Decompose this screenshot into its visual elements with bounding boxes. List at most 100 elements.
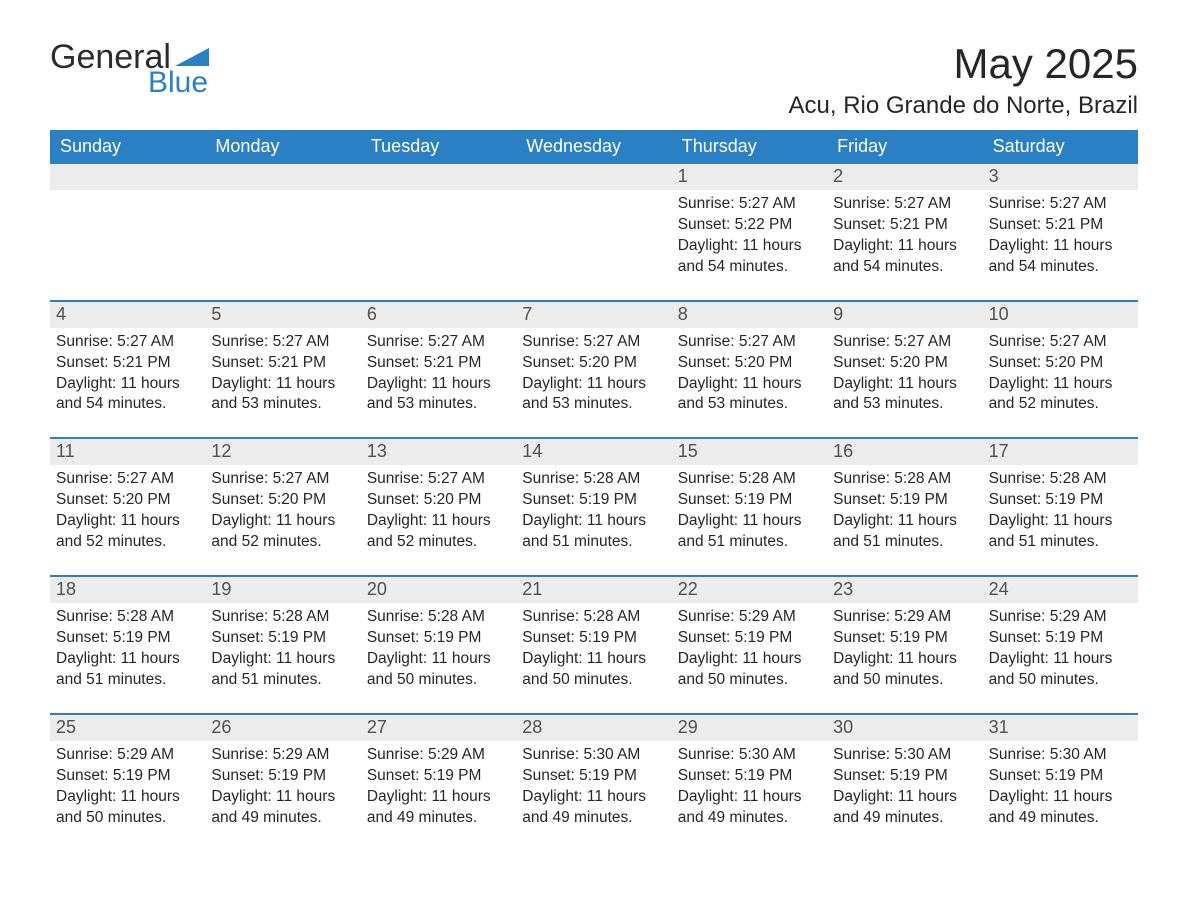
day-number: 12	[205, 439, 360, 465]
day-details: Sunrise: 5:29 AMSunset: 5:19 PMDaylight:…	[211, 745, 354, 829]
day-details: Sunrise: 5:29 AMSunset: 5:19 PMDaylight:…	[56, 745, 199, 829]
sunset-line: Sunset: 5:19 PM	[678, 628, 821, 649]
day-number	[205, 164, 360, 190]
week-row: 18Sunrise: 5:28 AMSunset: 5:19 PMDayligh…	[50, 575, 1138, 701]
day-of-week-header: Wednesday	[516, 130, 671, 164]
sunrise-line: Sunrise: 5:30 AM	[989, 745, 1132, 766]
daylight-line: Daylight: 11 hours and 49 minutes.	[522, 787, 665, 829]
sunrise-line: Sunrise: 5:28 AM	[522, 469, 665, 490]
sunrise-line: Sunrise: 5:27 AM	[367, 332, 510, 353]
daylight-line: Daylight: 11 hours and 49 minutes.	[211, 787, 354, 829]
day-details: Sunrise: 5:29 AMSunset: 5:19 PMDaylight:…	[833, 607, 976, 691]
daylight-line: Daylight: 11 hours and 52 minutes.	[367, 511, 510, 553]
day-number: 4	[50, 302, 205, 328]
sunrise-line: Sunrise: 5:29 AM	[833, 607, 976, 628]
day-number: 1	[672, 164, 827, 190]
day-cell: 22Sunrise: 5:29 AMSunset: 5:19 PMDayligh…	[672, 577, 827, 701]
day-cell: 24Sunrise: 5:29 AMSunset: 5:19 PMDayligh…	[983, 577, 1138, 701]
day-of-week-header: Saturday	[983, 130, 1138, 164]
daylight-line: Daylight: 11 hours and 51 minutes.	[833, 511, 976, 553]
day-cell	[516, 164, 671, 288]
week-row: 1 Sunrise: 5:27 AMSunset: 5:22 PMDaylight…	[50, 164, 1138, 288]
day-cell: 21Sunrise: 5:28 AMSunset: 5:19 PMDayligh…	[516, 577, 671, 701]
daylight-line: Daylight: 11 hours and 52 minutes.	[211, 511, 354, 553]
sunrise-line: Sunrise: 5:27 AM	[989, 332, 1132, 353]
day-details: Sunrise: 5:27 AMSunset: 5:21 PMDaylight:…	[367, 332, 510, 416]
day-number: 14	[516, 439, 671, 465]
day-details: Sunrise: 5:27 AMSunset: 5:22 PMDaylight:…	[678, 194, 821, 278]
day-details: Sunrise: 5:28 AMSunset: 5:19 PMDaylight:…	[833, 469, 976, 553]
day-number: 20	[361, 577, 516, 603]
day-cell: 6Sunrise: 5:27 AMSunset: 5:21 PMDaylight…	[361, 302, 516, 426]
daylight-line: Daylight: 11 hours and 49 minutes.	[678, 787, 821, 829]
sunset-line: Sunset: 5:19 PM	[522, 628, 665, 649]
sunset-line: Sunset: 5:20 PM	[678, 353, 821, 374]
day-number: 29	[672, 715, 827, 741]
title-block: May 2025 Acu, Rio Grande do Norte, Brazi…	[789, 40, 1139, 120]
day-details: Sunrise: 5:30 AMSunset: 5:19 PMDaylight:…	[522, 745, 665, 829]
day-number: 8	[672, 302, 827, 328]
day-cell: 5Sunrise: 5:27 AMSunset: 5:21 PMDaylight…	[205, 302, 360, 426]
week-row: 11Sunrise: 5:27 AMSunset: 5:20 PMDayligh…	[50, 437, 1138, 563]
daylight-line: Daylight: 11 hours and 54 minutes.	[56, 374, 199, 416]
daylight-line: Daylight: 11 hours and 50 minutes.	[989, 649, 1132, 691]
day-number	[361, 164, 516, 190]
day-details: Sunrise: 5:28 AMSunset: 5:19 PMDaylight:…	[367, 607, 510, 691]
day-number: 9	[827, 302, 982, 328]
sunset-line: Sunset: 5:21 PM	[211, 353, 354, 374]
daylight-line: Daylight: 11 hours and 54 minutes.	[833, 236, 976, 278]
daylight-line: Daylight: 11 hours and 50 minutes.	[522, 649, 665, 691]
day-details: Sunrise: 5:27 AMSunset: 5:20 PMDaylight:…	[522, 332, 665, 416]
daylight-line: Daylight: 11 hours and 53 minutes.	[367, 374, 510, 416]
day-details: Sunrise: 5:27 AMSunset: 5:20 PMDaylight:…	[211, 469, 354, 553]
sunrise-line: Sunrise: 5:28 AM	[678, 469, 821, 490]
sunset-line: Sunset: 5:19 PM	[56, 628, 199, 649]
daylight-line: Daylight: 11 hours and 53 minutes.	[678, 374, 821, 416]
day-cell: 30Sunrise: 5:30 AMSunset: 5:19 PMDayligh…	[827, 715, 982, 839]
day-number: 10	[983, 302, 1138, 328]
weeks-container: 1 Sunrise: 5:27 AMSunset: 5:22 PMDaylight…	[50, 164, 1138, 838]
sunrise-line: Sunrise: 5:29 AM	[678, 607, 821, 628]
day-details: Sunrise: 5:30 AMSunset: 5:19 PMDaylight:…	[678, 745, 821, 829]
sunset-line: Sunset: 5:20 PM	[56, 490, 199, 511]
sunrise-line: Sunrise: 5:27 AM	[56, 332, 199, 353]
day-of-week-header: Friday	[827, 130, 982, 164]
sunrise-line: Sunrise: 5:29 AM	[56, 745, 199, 766]
day-cell: 8 Sunrise: 5:27 AMSunset: 5:20 PMDaylight…	[672, 302, 827, 426]
day-details: Sunrise: 5:27 AMSunset: 5:20 PMDaylight:…	[678, 332, 821, 416]
day-cell: 27Sunrise: 5:29 AMSunset: 5:19 PMDayligh…	[361, 715, 516, 839]
day-cell: 2Sunrise: 5:27 AMSunset: 5:21 PMDaylight…	[827, 164, 982, 288]
day-details: Sunrise: 5:28 AMSunset: 5:19 PMDaylight:…	[522, 607, 665, 691]
day-number: 3	[983, 164, 1138, 190]
sunset-line: Sunset: 5:19 PM	[833, 628, 976, 649]
day-details: Sunrise: 5:28 AMSunset: 5:19 PMDaylight:…	[989, 469, 1132, 553]
day-cell: 23Sunrise: 5:29 AMSunset: 5:19 PMDayligh…	[827, 577, 982, 701]
sunrise-line: Sunrise: 5:27 AM	[56, 469, 199, 490]
day-cell: 13Sunrise: 5:27 AMSunset: 5:20 PMDayligh…	[361, 439, 516, 563]
page-header: General Blue May 2025 Acu, Rio Grande do…	[50, 40, 1138, 120]
day-details: Sunrise: 5:28 AMSunset: 5:19 PMDaylight:…	[522, 469, 665, 553]
sunset-line: Sunset: 5:20 PM	[211, 490, 354, 511]
daylight-line: Daylight: 11 hours and 51 minutes.	[678, 511, 821, 553]
daylight-line: Daylight: 11 hours and 52 minutes.	[56, 511, 199, 553]
calendar-grid: SundayMondayTuesdayWednesdayThursdayFrid…	[50, 130, 1138, 838]
day-cell: 14 Sunrise: 5:28 AMSunset: 5:19 PMDayligh…	[516, 439, 671, 563]
sunset-line: Sunset: 5:20 PM	[833, 353, 976, 374]
day-of-week-header: Tuesday	[361, 130, 516, 164]
day-details: Sunrise: 5:27 AMSunset: 5:21 PMDaylight:…	[833, 194, 976, 278]
day-details: Sunrise: 5:27 AMSunset: 5:20 PMDaylight:…	[56, 469, 199, 553]
daylight-line: Daylight: 11 hours and 51 minutes.	[522, 511, 665, 553]
day-number: 13	[361, 439, 516, 465]
sunset-line: Sunset: 5:20 PM	[367, 490, 510, 511]
sunset-line: Sunset: 5:20 PM	[989, 353, 1132, 374]
sunrise-line: Sunrise: 5:27 AM	[989, 194, 1132, 215]
day-number: 7	[516, 302, 671, 328]
day-number: 5	[205, 302, 360, 328]
day-cell	[205, 164, 360, 288]
sunrise-line: Sunrise: 5:28 AM	[56, 607, 199, 628]
daylight-line: Daylight: 11 hours and 54 minutes.	[989, 236, 1132, 278]
day-number: 31	[983, 715, 1138, 741]
logo-text-blue: Blue	[50, 68, 211, 98]
daylight-line: Daylight: 11 hours and 53 minutes.	[522, 374, 665, 416]
sunrise-line: Sunrise: 5:29 AM	[367, 745, 510, 766]
